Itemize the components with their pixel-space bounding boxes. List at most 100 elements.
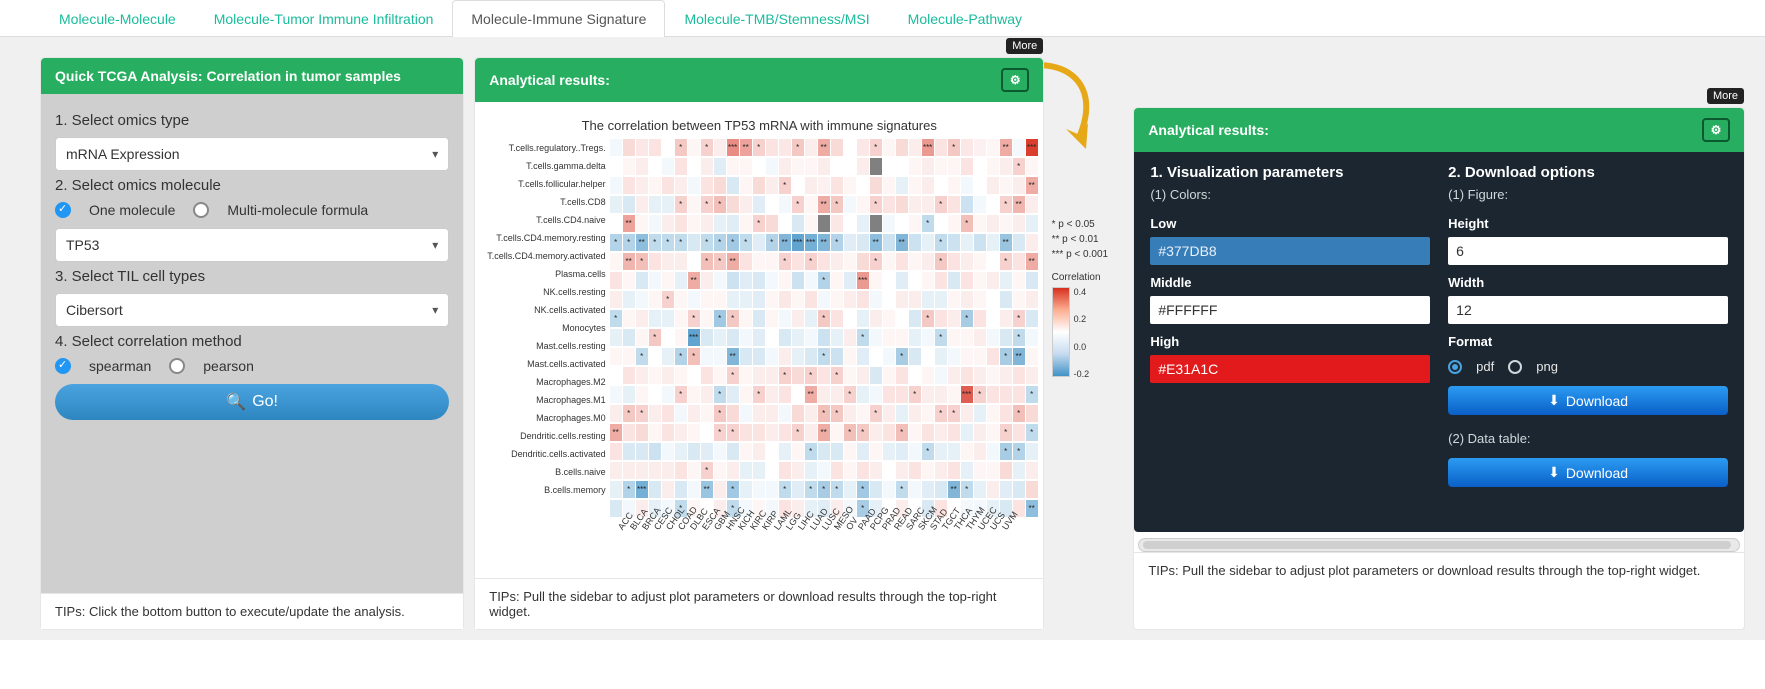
heatmap-cell [662, 215, 674, 232]
heatmap-cell [714, 291, 726, 308]
heatmap-cell: * [961, 481, 973, 498]
heatmap-cell [740, 177, 752, 194]
radio-pdf-label: pdf [1476, 359, 1494, 374]
heatmap-cell [987, 215, 999, 232]
heatmap-cell [701, 348, 713, 365]
heatmap-cell [909, 481, 921, 498]
go-button[interactable]: 🔍 Go! [55, 384, 449, 420]
heatmap-cell [870, 348, 882, 365]
heatmap-cell: *** [727, 139, 739, 156]
heatmap-cell [766, 158, 778, 175]
row-label: Macrophages.M0 [487, 409, 605, 427]
heatmap-cell [935, 481, 947, 498]
heatmap-cell [948, 253, 960, 270]
heatmap-cell [1013, 234, 1025, 251]
heatmap-cell: ** [1026, 253, 1038, 270]
heatmap-cell [844, 481, 856, 498]
heatmap-cell [831, 424, 843, 441]
heatmap-cell: * [805, 443, 817, 460]
til-select[interactable]: Cibersort [55, 293, 449, 327]
radio-spearman[interactable] [55, 358, 71, 374]
heatmap-cell [857, 139, 869, 156]
heatmap-cell [701, 215, 713, 232]
omics-type-select[interactable]: mRNA Expression [55, 137, 449, 171]
heatmap-cell [649, 405, 661, 422]
heatmap-cell [805, 139, 817, 156]
heatmap-cell: * [727, 310, 739, 327]
width-input[interactable] [1448, 296, 1728, 324]
heatmap-cell [948, 310, 960, 327]
format-label: Format [1448, 334, 1728, 349]
settings-button-right[interactable]: ⚙ [1702, 118, 1730, 142]
heatmap-cell [909, 215, 921, 232]
heatmap-cell: * [701, 196, 713, 213]
horizontal-scrollbar[interactable] [1138, 538, 1740, 552]
heatmap-cell [740, 443, 752, 460]
heatmap-cell [727, 272, 739, 289]
molecule-select[interactable]: TP53 [55, 228, 449, 262]
heatmap-cell [961, 177, 973, 194]
tab-pathway[interactable]: Molecule-Pathway [889, 0, 1041, 37]
radio-pdf[interactable] [1448, 360, 1462, 374]
low-color-input[interactable] [1150, 237, 1430, 265]
download-table-button[interactable]: ⬇ Download [1448, 458, 1728, 487]
high-color-input[interactable] [1150, 355, 1430, 383]
heatmap-cell [792, 310, 804, 327]
heatmap-cell: * [831, 196, 843, 213]
heatmap-cell [831, 158, 843, 175]
height-input[interactable] [1448, 237, 1728, 265]
heatmap-cell [870, 329, 882, 346]
heatmap-cell [896, 443, 908, 460]
tab-immune-signature[interactable]: Molecule-Immune Signature [452, 0, 665, 37]
middle-color-input[interactable] [1150, 296, 1430, 324]
heatmap-cell [649, 139, 661, 156]
heatmap-cell [870, 386, 882, 403]
heatmap-cell [766, 405, 778, 422]
heatmap-cell [974, 215, 986, 232]
heatmap-cell: ** [740, 139, 752, 156]
heatmap-cell [610, 367, 622, 384]
heatmap-cell: ** [727, 348, 739, 365]
radio-png[interactable] [1508, 360, 1522, 374]
heatmap-cell [792, 443, 804, 460]
radio-one-molecule[interactable] [55, 202, 71, 218]
radio-multi-molecule[interactable] [193, 202, 209, 218]
heatmap-cell [857, 348, 869, 365]
heatmap-cell: *** [792, 234, 804, 251]
radio-pearson[interactable] [169, 358, 185, 374]
heatmap-cell [896, 367, 908, 384]
heatmap-cell [662, 310, 674, 327]
heatmap-cell [870, 310, 882, 327]
heatmap-cell: * [662, 291, 674, 308]
heatmap-cell [779, 310, 791, 327]
heatmap-cell [974, 139, 986, 156]
heatmap-cell [857, 386, 869, 403]
heatmap-cell [623, 196, 635, 213]
tab-molecule-molecule[interactable]: Molecule-Molecule [40, 0, 195, 37]
heatmap-cell [779, 443, 791, 460]
heatmap-cell [662, 253, 674, 270]
heatmap-cell [987, 367, 999, 384]
heatmap-cell [623, 367, 635, 384]
heatmap-cell [636, 291, 648, 308]
heatmap-cell: * [818, 310, 830, 327]
heatmap-cell: *** [1026, 139, 1038, 156]
colors-sub: (1) Colors: [1150, 187, 1430, 202]
tab-tmb-stemness-msi[interactable]: Molecule-TMB/Stemness/MSI [665, 0, 888, 37]
go-label: Go! [252, 393, 278, 411]
heatmap-cell: *** [688, 329, 700, 346]
row-label: T.cells.CD4.memory.resting [487, 229, 605, 247]
heatmap-cell [818, 386, 830, 403]
legend-title: Correlation [1052, 272, 1108, 283]
heatmap-cell: * [857, 329, 869, 346]
settings-button-mid[interactable]: ⚙ [1001, 68, 1029, 92]
download-figure-button[interactable]: ⬇ Download [1448, 386, 1728, 415]
heatmap-cell [857, 196, 869, 213]
row-label: Mast.cells.activated [487, 355, 605, 373]
heatmap-cell [922, 291, 934, 308]
heatmap-cell [831, 348, 843, 365]
heatmap-cell: *** [961, 386, 973, 403]
tab-tumor-immune[interactable]: Molecule-Tumor Immune Infiltration [195, 0, 453, 37]
heatmap-cell [883, 310, 895, 327]
heatmap-cell [974, 253, 986, 270]
